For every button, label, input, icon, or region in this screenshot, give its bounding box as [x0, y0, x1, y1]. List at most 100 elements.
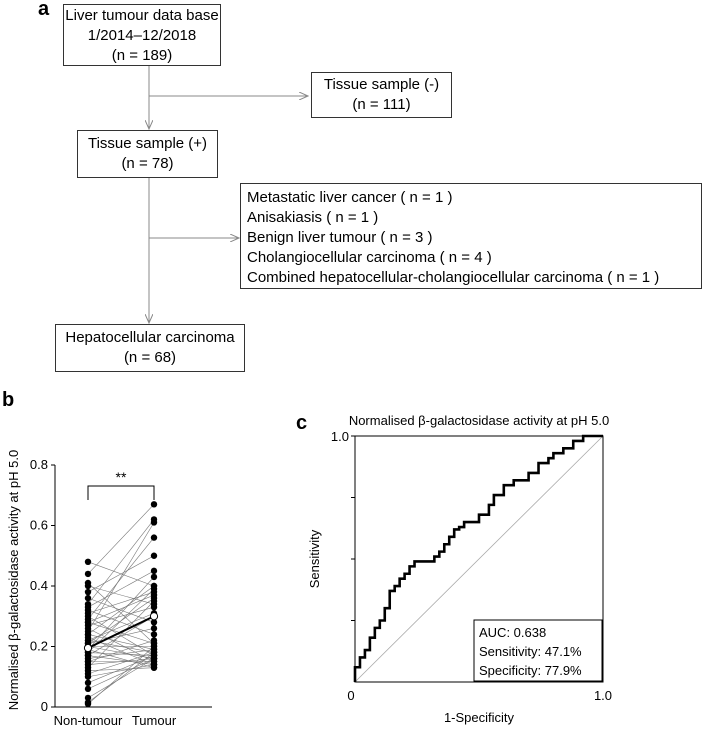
paired-line: [87, 591, 155, 614]
database-box-line-2: 1/2014–12/2018: [87, 27, 197, 44]
non-tumour-point: [84, 679, 92, 686]
y-axis-label: Sensitivity: [307, 529, 322, 588]
tumour-point: [150, 501, 158, 508]
y-tick-label: 0.4: [30, 578, 48, 593]
non-tumour-mean-point: [83, 643, 93, 653]
non-tumour-point: [84, 594, 92, 602]
excluded-item-2: Anisakiasis ( n = 1 ): [247, 209, 379, 226]
paired-line: [87, 504, 155, 575]
non-tumour-point: [84, 685, 92, 693]
paired-line: [87, 615, 155, 656]
paired-line: [87, 537, 155, 620]
x-tick-label-tumour: Tumour: [132, 713, 177, 728]
reference-diagonal: [354, 435, 604, 683]
roc-title: Normalised β-galactosidase activity at p…: [349, 413, 609, 428]
paired-line: [87, 519, 155, 605]
y-tick-label: 0.8: [30, 457, 48, 472]
paired-line: [87, 597, 155, 623]
panel-c-label: c: [296, 412, 308, 434]
paired-line: [87, 561, 155, 587]
panel-b-label: b: [2, 389, 15, 411]
tumour-point: [150, 640, 158, 647]
x-tick-label-non-tumour: Non-tumour: [54, 713, 123, 728]
tumour-point: [150, 552, 158, 559]
y-tick-label: 0: [41, 699, 48, 714]
tumour-point: [150, 631, 158, 638]
tissue-positive-box: Tissue sample (+) (n = 78): [77, 130, 218, 178]
y-tick-label: 0.2: [30, 639, 48, 654]
stats-line-2: Sensitivity: 47.1%: [479, 644, 582, 659]
tumour-point: [150, 516, 158, 523]
non-tumour-point: [84, 699, 92, 706]
excluded-item-5: Combined hepatocellular-cholangiocellula…: [247, 269, 660, 286]
x-tick-label-1: 1.0: [594, 688, 612, 703]
tumour-point: [150, 652, 158, 659]
database-box: Liver tumour data base 1/2014–12/2018 (n…: [63, 4, 221, 66]
paired-line: [87, 600, 155, 668]
tumour-mean-point: [149, 612, 159, 621]
stats-line-3: Specificity: 77.9%: [479, 663, 582, 678]
tumour-point: [150, 619, 158, 626]
tumour-point: [150, 582, 158, 590]
roc-curve: [353, 434, 603, 682]
tissue-negative-line-2: (n = 111): [352, 96, 411, 113]
hcc-line-2: (n = 68): [123, 349, 177, 366]
paired-line: [87, 652, 155, 703]
tumour-point: [150, 658, 158, 665]
tissue-negative-line-1: Tissue sample (-): [323, 76, 440, 93]
y-axis-label: Normalised β-galactosidase activity at p…: [6, 450, 21, 710]
paired-line: [87, 585, 155, 605]
tissue-positive-line-2: (n = 78): [121, 155, 174, 172]
excluded-item-3: Benign liver tumour ( n = 3 ): [247, 229, 433, 246]
y-tick-label: 0.6: [30, 518, 48, 533]
paired-line: [87, 594, 155, 623]
non-tumour-point: [84, 558, 92, 565]
x-axis-label: 1-Specificity: [444, 710, 515, 725]
stats-line-1: AUC: 0.638: [479, 625, 546, 640]
paired-line: [87, 628, 155, 662]
hcc-line-1: Hepatocellular carcinoma: [65, 329, 235, 346]
significance-stars: **: [116, 469, 127, 485]
significance-bracket: [87, 485, 155, 500]
paired-line: [87, 612, 155, 641]
x-tick-label-0: 0: [347, 688, 354, 703]
paired-line: [87, 606, 155, 626]
stats-box: [473, 619, 603, 682]
paired-line: [87, 634, 155, 650]
hcc-box: Hepatocellular carcinoma (n = 68): [55, 324, 245, 372]
paired-line: [87, 522, 155, 632]
paired-line: [87, 658, 155, 690]
tumour-point: [150, 567, 158, 575]
panel-a-label: a: [38, 0, 50, 20]
tumour-point: [150, 600, 158, 608]
paired-line: [87, 570, 155, 608]
paired-line: [87, 646, 155, 659]
tissue-negative-box: Tissue sample (-) (n = 111): [311, 72, 452, 118]
database-box-line-3: (n = 189): [111, 47, 173, 64]
tissue-positive-line-1: Tissue sample (+): [87, 135, 208, 152]
tumour-point: [150, 573, 158, 581]
paired-line: [87, 664, 155, 678]
y-tick-label: 1.0: [331, 429, 349, 444]
paired-line: [87, 658, 155, 699]
paired-line: [87, 655, 155, 665]
tumour-point: [150, 588, 158, 596]
non-tumour-point: [84, 570, 92, 578]
excluded-box: Metastatic liver cancer ( n = 1 ) Anisak…: [240, 183, 702, 289]
excluded-item-4: Cholangiocellular carcinoma ( n = 4 ): [247, 249, 492, 266]
non-tumour-point: [84, 694, 92, 702]
tumour-point: [150, 646, 158, 653]
paired-line: [87, 582, 155, 644]
paired-line: [87, 609, 155, 635]
non-tumour-point: [84, 579, 92, 587]
excluded-item-1: Metastatic liver cancer ( n = 1 ): [247, 189, 453, 206]
paired-line: [87, 649, 155, 668]
mean-line: [87, 615, 155, 649]
tumour-point: [150, 625, 158, 632]
flowchart-connectors: [0, 66, 708, 400]
non-tumour-point: [84, 600, 92, 608]
paired-line: [87, 652, 155, 656]
tumour-point: [150, 534, 158, 541]
